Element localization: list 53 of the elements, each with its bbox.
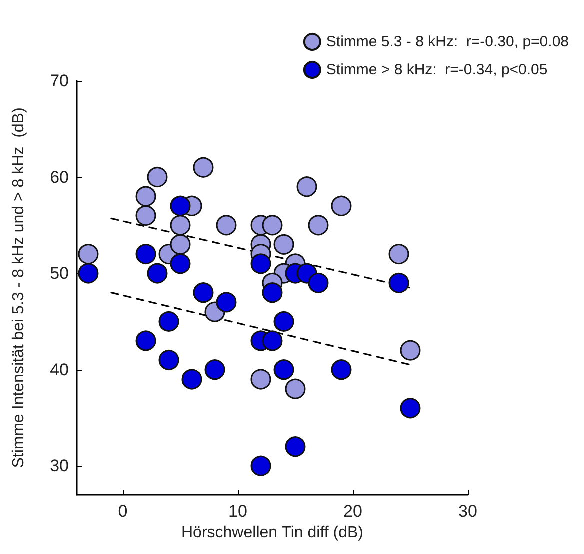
point	[170, 254, 191, 274]
x-tick-label: 20	[344, 502, 362, 521]
point	[400, 340, 421, 361]
legend-label: Stimme > 8 kHz: r=-0.34, p<0.05	[326, 62, 548, 78]
point	[262, 330, 283, 352]
point	[147, 263, 168, 284]
x-tick-label: 10	[228, 502, 248, 521]
x-tick-label: 30	[458, 502, 478, 521]
point	[296, 176, 318, 198]
point	[331, 360, 352, 380]
point	[136, 186, 156, 207]
point	[285, 378, 306, 400]
point	[250, 369, 272, 390]
point	[78, 244, 99, 265]
x-tick-label: 0	[118, 502, 128, 521]
point	[400, 398, 421, 419]
point	[158, 350, 180, 370]
y-tick-label: 60	[50, 168, 69, 187]
point	[216, 215, 237, 236]
point	[308, 272, 329, 294]
point	[147, 167, 168, 188]
point	[285, 436, 306, 458]
point	[274, 234, 294, 255]
point	[158, 311, 180, 332]
point	[136, 206, 156, 226]
y-tick-label: 30	[50, 456, 69, 476]
point	[170, 215, 191, 236]
legend-label: Stimme 5.3 - 8 kHz: r=-0.30, p=0.08	[326, 34, 569, 50]
point	[274, 360, 294, 380]
point	[204, 360, 226, 380]
point	[250, 456, 272, 476]
y-tick-label: 70	[50, 72, 69, 90]
point	[262, 215, 283, 236]
x-axis-title: Hörschwellen Tin diff (dB)	[182, 524, 364, 542]
point	[170, 196, 191, 216]
point	[274, 311, 294, 332]
point	[193, 157, 214, 178]
point	[308, 215, 329, 236]
y-tick-label: 50	[50, 264, 69, 284]
point	[136, 330, 156, 352]
point	[78, 263, 99, 284]
point	[262, 282, 283, 304]
point	[216, 292, 237, 313]
point	[388, 244, 410, 265]
point	[250, 254, 272, 274]
point	[136, 244, 156, 265]
point	[388, 272, 410, 294]
y-tick-label: 40	[50, 360, 69, 380]
point	[182, 369, 202, 390]
point	[331, 196, 352, 216]
point	[193, 282, 214, 304]
y-axis-title: Stimme Intensität bei 5.3 - 8 kHz und > 8 kHz (dB)	[10, 108, 28, 468]
point	[170, 234, 191, 255]
